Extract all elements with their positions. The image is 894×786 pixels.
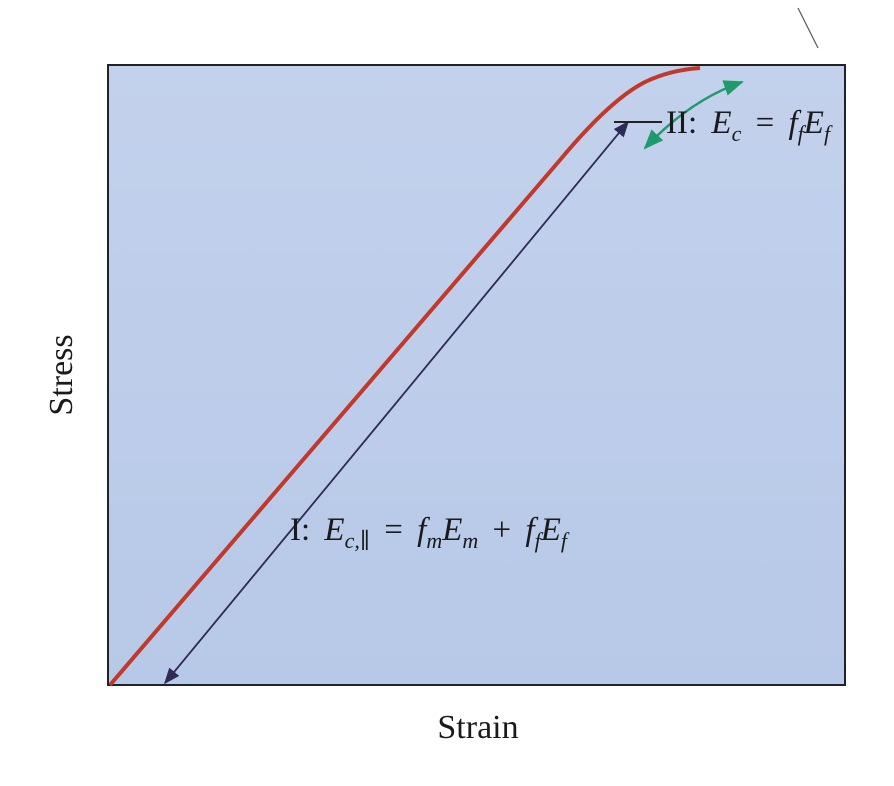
label-part: E [441,512,462,548]
region-2-arrow [643,80,744,150]
corner-line [797,7,819,49]
label-part: c [732,121,742,146]
label-part: E [540,512,561,548]
label-part: = [756,105,775,141]
label-part: + [493,512,512,548]
x-axis-label: Strain [437,709,518,746]
y-axis-label: Stress [43,334,80,415]
label-part: E [323,512,344,548]
label-part: f [798,121,807,146]
label-part: = [384,512,403,548]
region-1-label: I: Ec,∥ = fmEm + ffEf [290,512,570,556]
label-part: f [824,121,833,146]
label-part: f [535,528,544,553]
label-part: E [803,105,824,141]
label-part: II: [666,105,697,141]
label-part: f [561,528,570,553]
label-part: m [426,528,442,553]
label-part: m [462,528,478,553]
plot-area [107,64,846,686]
label-part: E [710,105,731,141]
label-part: I: [290,512,310,548]
region-2-label: II: Ec = ffEf [666,105,833,149]
region-1-arrow [163,120,630,685]
label-part: c,∥ [345,528,370,553]
